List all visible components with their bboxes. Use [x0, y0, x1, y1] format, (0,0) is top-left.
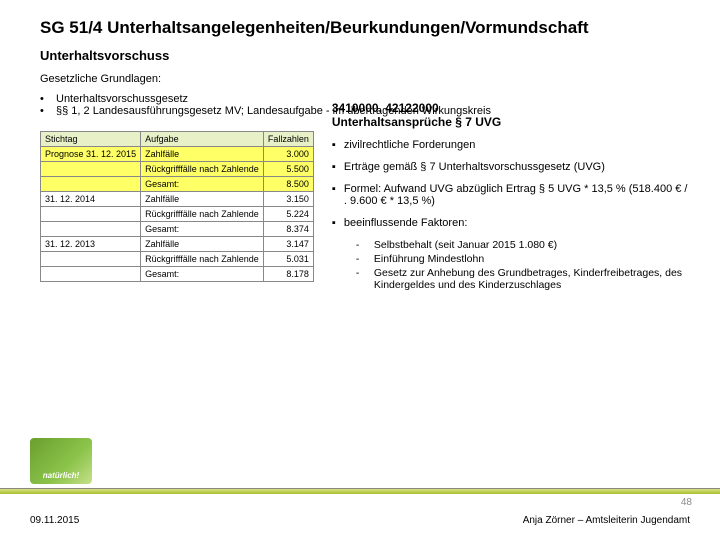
page-number: 48 [681, 497, 692, 508]
table-row: Prognose 31. 12. 2015 Zahlfälle 3.000 [41, 147, 314, 162]
col-stichtag: Stichtag [41, 132, 141, 147]
section-heading: 3410000. 42122000 Unterhaltsansprüche § … [332, 101, 690, 129]
table-row: Gesamt: 8.374 [41, 222, 314, 237]
case-table: Stichtag Aufgabe Fallzahlen Prognose 31.… [40, 131, 314, 282]
factor-item: Gesetz zur Anhebung des Grundbetrages, K… [374, 267, 690, 291]
bullet-text: Erträge gemäß § 7 Unterhaltsvorschussges… [344, 161, 605, 173]
factor-item: Selbstbehalt (seit Januar 2015 1.080 €) [374, 239, 557, 251]
footer-date: 09.11.2015 [30, 515, 79, 526]
table-row: 31. 12. 2013 Zahlfälle 3.147 [41, 237, 314, 252]
footer-author: Anja Zörner – Amtsleiterin Jugendamt [523, 515, 690, 526]
law-item: Unterhaltsvorschussgesetz [56, 93, 188, 105]
bullet-text: beeinflussende Faktoren: [344, 217, 468, 229]
bullet-text: Formel: Aufwand UVG abzüglich Ertrag § 5… [344, 183, 690, 207]
bullet-text: zivilrechtliche Forderungen [344, 139, 475, 151]
col-fallzahlen: Fallzahlen [263, 132, 313, 147]
col-aufgabe: Aufgabe [141, 132, 264, 147]
logo: natürlich! [30, 438, 92, 484]
legal-heading: Gesetzliche Grundlagen: [40, 73, 690, 85]
table-row: Rückgrifffälle nach Zahlende 5.224 [41, 207, 314, 222]
footer-divider [0, 488, 720, 494]
factor-list: -Selbstbehalt (seit Januar 2015 1.080 €)… [356, 239, 690, 291]
factor-item: Einführung Mindestlohn [374, 253, 484, 265]
table-row: Rückgrifffälle nach Zahlende 5.500 [41, 162, 314, 177]
table-row: Gesamt: 8.178 [41, 267, 314, 282]
table-row: 31. 12. 2014 Zahlfälle 3.150 [41, 192, 314, 207]
table-row: Gesamt: 8.500 [41, 177, 314, 192]
subtitle: Unterhaltsvorschuss [40, 48, 690, 63]
table-row: Rückgrifffälle nach Zahlende 5.031 [41, 252, 314, 267]
page-title: SG 51/4 Unterhaltsangelegenheiten/Beurku… [40, 18, 690, 38]
